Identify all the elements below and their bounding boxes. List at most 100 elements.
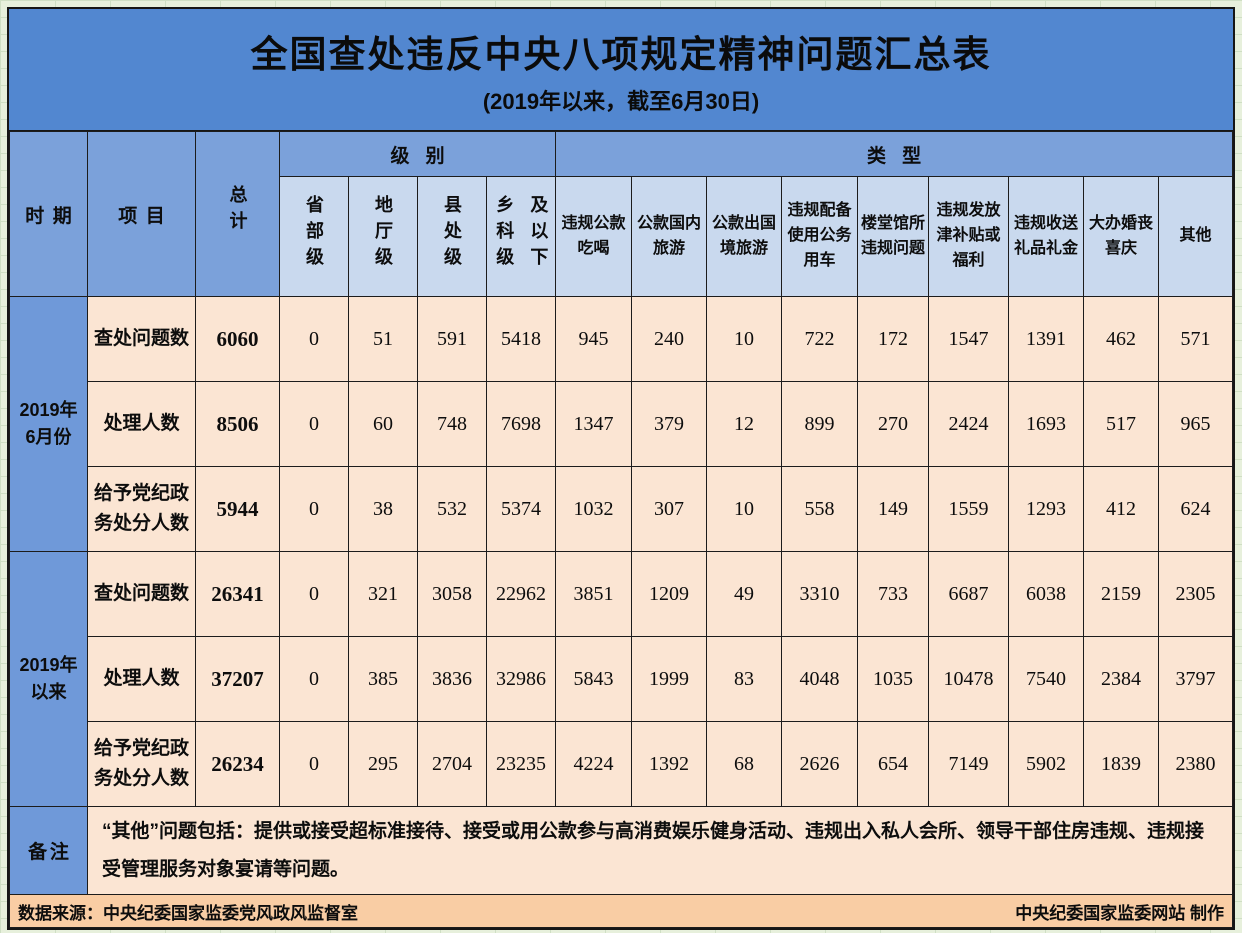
data-cell: 240 (631, 296, 708, 382)
data-cell: 1035 (857, 636, 930, 722)
item-cell: 查处问题数 (87, 551, 196, 637)
data-cell: 149 (857, 466, 930, 552)
data-cell: 5902 (1008, 721, 1085, 807)
data-cell: 2305 (1158, 551, 1233, 637)
data-cell: 7698 (485, 381, 557, 467)
data-cell: 517 (1083, 381, 1160, 467)
col-header-type-other: 其他 (1158, 176, 1233, 297)
total-cell: 8506 (195, 381, 280, 467)
data-cell: 0 (279, 381, 349, 467)
total-cell: 5944 (195, 466, 280, 552)
data-cell: 10478 (928, 636, 1010, 722)
col-header-level-township: 乡科级及以下 (485, 176, 557, 297)
data-cell: 83 (706, 636, 783, 722)
data-cell: 1209 (631, 551, 708, 637)
col-header-type-dining: 违规公款吃喝 (555, 176, 633, 297)
data-cell: 0 (279, 296, 349, 382)
data-cell: 49 (706, 551, 783, 637)
data-cell: 60 (348, 381, 418, 467)
data-cell: 945 (555, 296, 633, 382)
data-cell: 295 (348, 721, 418, 807)
data-cell: 965 (1158, 381, 1233, 467)
data-cell: 1999 (631, 636, 708, 722)
data-cell: 2384 (1083, 636, 1160, 722)
data-cell: 2380 (1158, 721, 1233, 807)
data-cell: 462 (1083, 296, 1160, 382)
data-cell: 32986 (485, 636, 557, 722)
data-cell: 3851 (555, 551, 633, 637)
data-cell: 5374 (485, 466, 557, 552)
data-cell: 51 (348, 296, 418, 382)
data-cell: 899 (781, 381, 859, 467)
data-cell: 624 (1158, 466, 1233, 552)
data-cell: 3058 (417, 551, 487, 637)
data-cell: 0 (279, 466, 349, 552)
data-cell: 12 (706, 381, 783, 467)
data-cell: 0 (279, 721, 349, 807)
data-cell: 7540 (1008, 636, 1085, 722)
header-item: 项目 (87, 131, 196, 297)
data-cell: 321 (348, 551, 418, 637)
summary-table: 时期 项目 总计 级别 类型 省部级 地厅级 县处级 乡科级及以下 违规公款吃喝… (9, 131, 1233, 928)
item-cell: 处理人数 (87, 636, 196, 722)
data-cell: 4224 (555, 721, 633, 807)
data-cell: 3836 (417, 636, 487, 722)
data-cell: 2159 (1083, 551, 1160, 637)
data-cell: 2704 (417, 721, 487, 807)
data-cell: 1559 (928, 466, 1010, 552)
data-cell: 412 (1083, 466, 1160, 552)
data-cell: 722 (781, 296, 859, 382)
data-cell: 571 (1158, 296, 1233, 382)
total-cell: 26234 (195, 721, 280, 807)
data-cell: 6687 (928, 551, 1010, 637)
header-level-group: 级别 (278, 131, 557, 177)
data-cell: 10 (706, 466, 783, 552)
item-cell: 处理人数 (87, 381, 196, 467)
col-header-type-official-cars: 违规配备使用公务用车 (781, 176, 859, 297)
data-cell: 1839 (1083, 721, 1160, 807)
remark-text: “其他”问题包括：提供或接受超标准接待、接受或用公款参与高消费娱乐健身活动、违规… (87, 806, 1233, 895)
data-cell: 22962 (485, 551, 557, 637)
data-cell: 558 (781, 466, 859, 552)
data-cell: 3797 (1158, 636, 1233, 722)
data-cell: 748 (417, 381, 487, 467)
data-cell: 38 (348, 466, 418, 552)
col-header-type-gifts: 违规收送礼品礼金 (1008, 176, 1085, 297)
data-cell: 307 (631, 466, 708, 552)
data-cell: 1693 (1008, 381, 1085, 467)
data-cell: 379 (631, 381, 708, 467)
header-type-group: 类型 (555, 131, 1233, 177)
footer-bar: 数据来源：中央纪委国家监委党风政风监督室 中央纪委国家监委网站 制作 (9, 894, 1233, 928)
data-cell: 1391 (1008, 296, 1085, 382)
data-cell: 385 (348, 636, 418, 722)
data-cell: 6038 (1008, 551, 1085, 637)
data-cell: 7149 (928, 721, 1010, 807)
page-subtitle: (2019年以来，截至6月30日) (482, 88, 760, 114)
data-cell: 1032 (555, 466, 633, 552)
col-header-type-abroad-travel: 公款出国境旅游 (706, 176, 783, 297)
data-cell: 733 (857, 551, 930, 637)
data-cell: 591 (417, 296, 487, 382)
item-cell: 给予党纪政务处分人数 (87, 466, 196, 552)
data-cell: 3310 (781, 551, 859, 637)
total-cell: 6060 (195, 296, 280, 382)
data-cell: 270 (857, 381, 930, 467)
remark-label: 备注 (9, 806, 88, 895)
data-cell: 0 (279, 636, 349, 722)
data-cell: 5418 (485, 296, 557, 382)
data-cell: 1347 (555, 381, 633, 467)
col-header-type-domestic-travel: 公款国内旅游 (631, 176, 708, 297)
data-cell: 172 (857, 296, 930, 382)
col-header-type-weddings: 大办婚丧喜庆 (1083, 176, 1160, 297)
data-cell: 68 (706, 721, 783, 807)
data-cell: 654 (857, 721, 930, 807)
footer-data-source: 数据来源：中央纪委国家监委党风政风监督室 (18, 903, 358, 923)
data-cell: 1293 (1008, 466, 1085, 552)
col-header-level-province: 省部级 (279, 176, 349, 297)
item-cell: 给予党纪政务处分人数 (87, 721, 196, 807)
data-cell: 23235 (485, 721, 557, 807)
col-header-type-allowances: 违规发放津补贴或福利 (928, 176, 1010, 297)
header-total: 总计 (195, 131, 280, 297)
data-cell: 2424 (928, 381, 1010, 467)
